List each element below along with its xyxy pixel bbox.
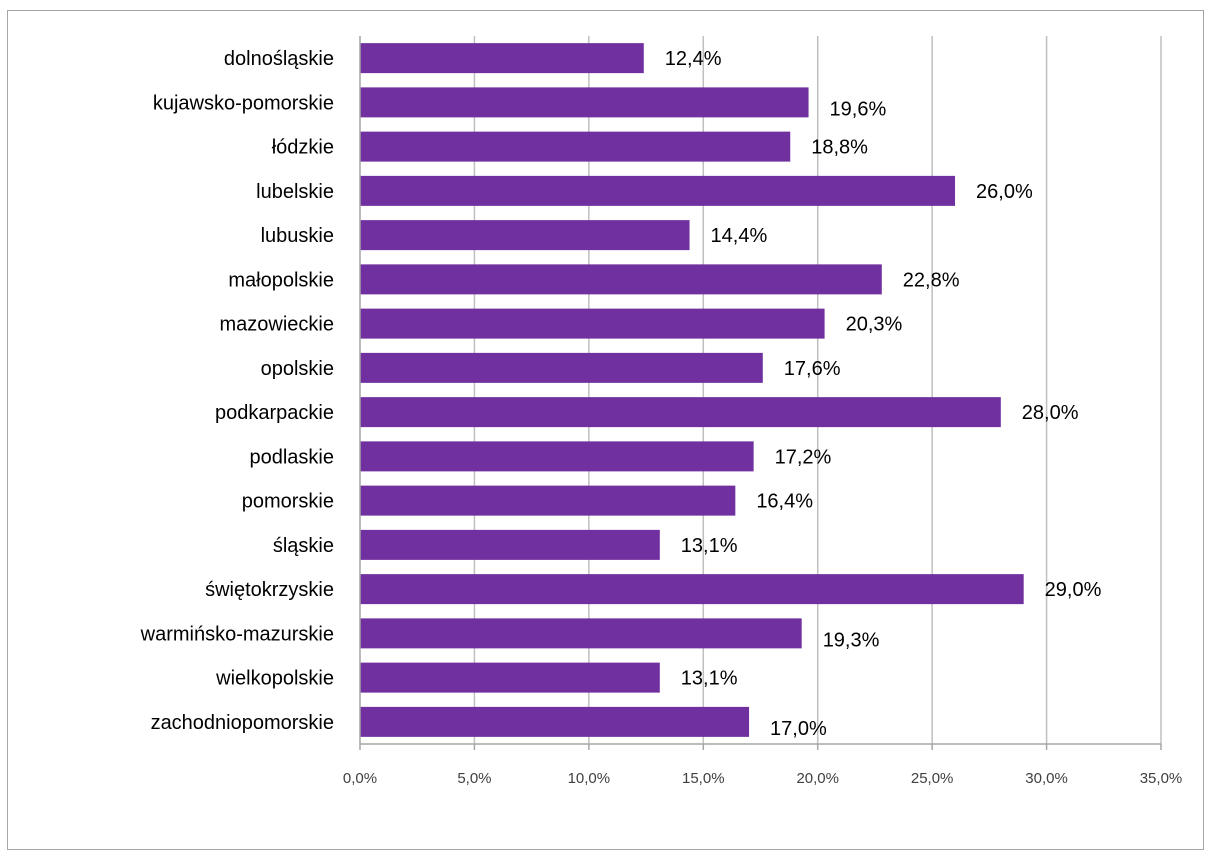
- data-label: 22,8%: [903, 269, 960, 291]
- category-label: pomorskie: [242, 491, 334, 513]
- data-label: 19,3%: [823, 629, 880, 651]
- data-label: 18,8%: [811, 137, 868, 159]
- data-label: 19,6%: [830, 98, 887, 120]
- data-label: 26,0%: [976, 181, 1033, 203]
- bar: [360, 87, 809, 118]
- data-label: 17,0%: [770, 718, 827, 740]
- data-label: 16,4%: [756, 491, 813, 513]
- x-tick-label: 10,0%: [568, 770, 611, 787]
- bar: [360, 131, 791, 162]
- category-label: lubelskie: [256, 181, 334, 203]
- category-label: opolskie: [261, 358, 334, 380]
- category-label: dolnośląskie: [224, 48, 334, 70]
- x-tick-label: 35,0%: [1140, 770, 1183, 787]
- category-label: wielkopolskie: [215, 668, 334, 690]
- data-label: 17,6%: [784, 358, 841, 380]
- bar: [360, 264, 882, 295]
- bar: [360, 574, 1024, 605]
- labels: 0,0% 5,0% 10,0% 15,0% 20,0% 25,0% 30,0% 35,0% do…: [140, 48, 1183, 787]
- data-label: 13,1%: [681, 535, 738, 557]
- category-label: warmińsko-mazurskie: [140, 623, 334, 645]
- data-label: 12,4%: [665, 48, 722, 70]
- bar: [360, 43, 644, 74]
- x-tick-label: 20,0%: [796, 770, 839, 787]
- category-label: małopolskie: [228, 269, 334, 291]
- data-label: 17,2%: [775, 446, 832, 468]
- x-tick-label: 25,0%: [911, 770, 954, 787]
- bar: [360, 308, 825, 339]
- bar: [360, 529, 660, 560]
- data-label: 13,1%: [681, 668, 738, 690]
- data-label: 14,4%: [711, 225, 768, 247]
- x-tick-label: 0,0%: [343, 770, 377, 787]
- bar: [360, 485, 736, 516]
- category-label: podlaskie: [249, 446, 334, 468]
- category-label: mazowieckie: [220, 314, 334, 336]
- bar: [360, 220, 690, 251]
- bar: [360, 662, 660, 693]
- x-tick-label: 15,0%: [682, 770, 725, 787]
- bars: [360, 43, 1024, 737]
- x-tick-label: 30,0%: [1025, 770, 1068, 787]
- axes: [359, 36, 1162, 750]
- category-label: lubuskie: [261, 225, 334, 247]
- category-label: świętokrzyskie: [205, 579, 334, 601]
- bar: [360, 175, 956, 206]
- bar: [360, 397, 1001, 428]
- category-label: łódzkie: [272, 137, 334, 159]
- category-label: śląskie: [273, 535, 334, 557]
- bar: [360, 706, 750, 737]
- bar: [360, 618, 802, 649]
- x-tick-label: 5,0%: [457, 770, 491, 787]
- data-label: 20,3%: [846, 314, 903, 336]
- bar: [360, 441, 754, 472]
- category-label: zachodniopomorskie: [151, 712, 334, 734]
- bar: [360, 352, 763, 383]
- data-label: 28,0%: [1022, 402, 1079, 424]
- category-label: kujawsko-pomorskie: [153, 92, 334, 114]
- category-label: podkarpackie: [215, 402, 334, 424]
- data-label: 29,0%: [1045, 579, 1102, 601]
